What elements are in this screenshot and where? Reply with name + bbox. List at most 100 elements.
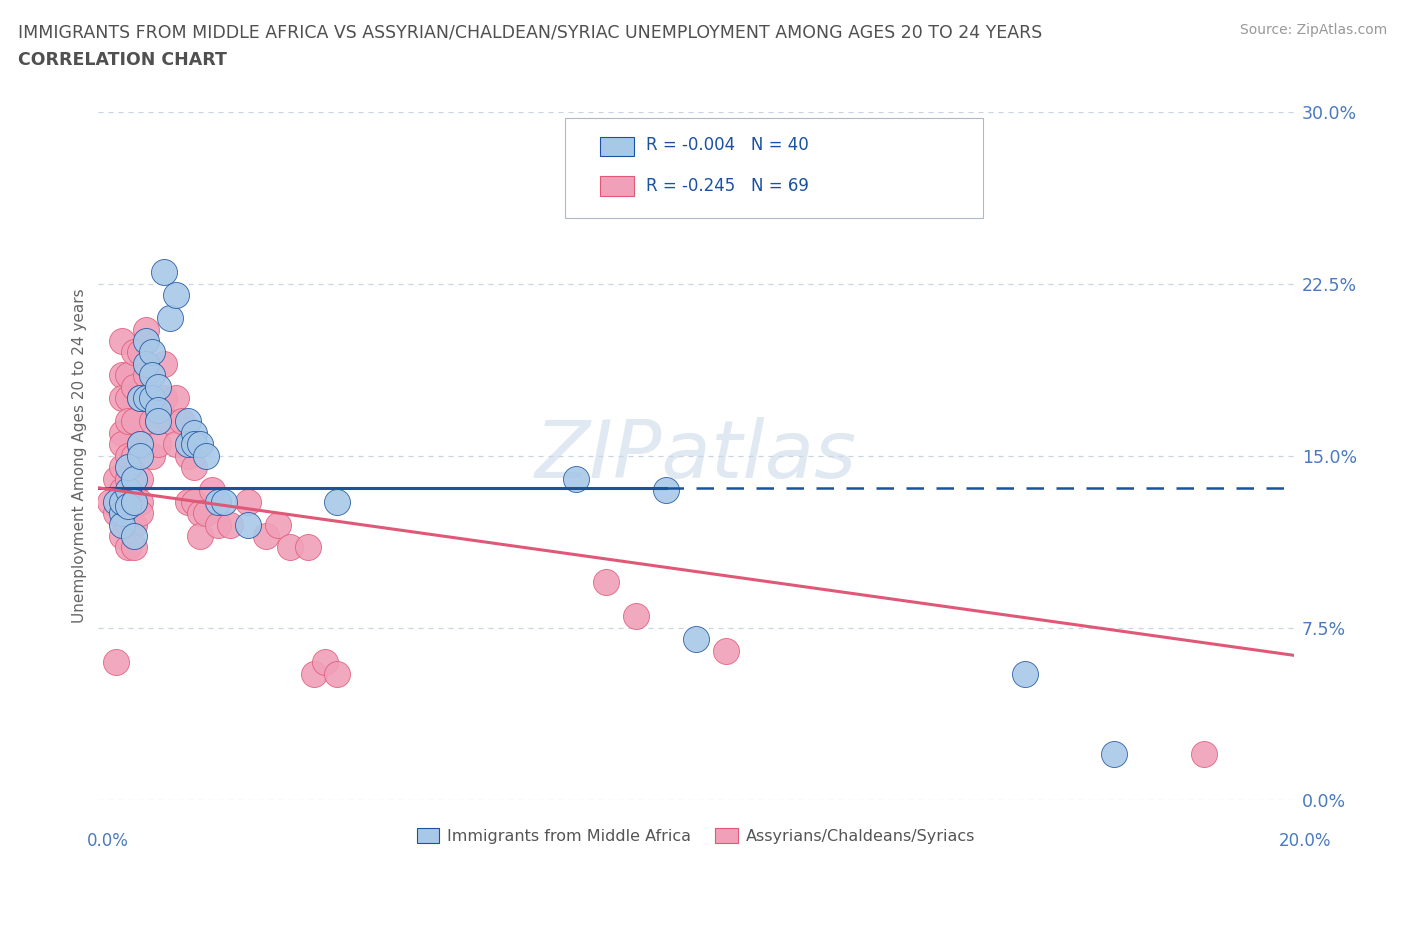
- Point: [153, 265, 176, 280]
- Point: [278, 540, 301, 555]
- Point: [129, 391, 152, 405]
- Point: [129, 437, 152, 452]
- Point: [117, 459, 139, 474]
- Point: [117, 448, 139, 463]
- Point: [195, 506, 218, 521]
- Point: [129, 391, 152, 405]
- Point: [183, 494, 205, 509]
- Text: CORRELATION CHART: CORRELATION CHART: [18, 51, 228, 69]
- Point: [188, 506, 211, 521]
- Point: [302, 666, 325, 681]
- Point: [148, 414, 170, 429]
- Point: [254, 528, 277, 543]
- Point: [195, 448, 218, 463]
- Point: [117, 472, 139, 486]
- Point: [124, 517, 146, 532]
- Point: [207, 494, 229, 509]
- Point: [117, 517, 139, 532]
- Point: [105, 472, 128, 486]
- Point: [159, 414, 181, 429]
- Point: [124, 414, 146, 429]
- Point: [165, 391, 187, 405]
- Point: [188, 528, 211, 543]
- Point: [267, 517, 290, 532]
- Point: [117, 498, 139, 513]
- Point: [183, 437, 205, 452]
- Point: [172, 414, 194, 429]
- Point: [183, 459, 205, 474]
- Point: [124, 494, 146, 509]
- Point: [129, 494, 152, 509]
- Point: [98, 494, 122, 509]
- Point: [124, 345, 146, 360]
- Point: [129, 345, 152, 360]
- Point: [188, 437, 211, 452]
- Point: [105, 494, 128, 509]
- Y-axis label: Unemployment Among Ages 20 to 24 years: Unemployment Among Ages 20 to 24 years: [72, 288, 87, 623]
- FancyBboxPatch shape: [600, 137, 634, 156]
- Legend: Immigrants from Middle Africa, Assyrians/Chaldeans/Syriacs: Immigrants from Middle Africa, Assyrians…: [411, 822, 981, 850]
- Point: [135, 368, 157, 383]
- Point: [117, 414, 139, 429]
- Point: [111, 368, 134, 383]
- Point: [714, 644, 737, 658]
- Point: [124, 379, 146, 394]
- Point: [117, 368, 139, 383]
- Point: [111, 425, 134, 440]
- Point: [1104, 747, 1126, 762]
- Point: [177, 448, 200, 463]
- Point: [111, 483, 134, 498]
- Point: [626, 609, 648, 624]
- Point: [111, 494, 134, 509]
- Point: [201, 483, 224, 498]
- Point: [326, 494, 349, 509]
- Point: [565, 472, 588, 486]
- Point: [183, 425, 205, 440]
- Text: R = -0.245   N = 69: R = -0.245 N = 69: [645, 177, 808, 195]
- Point: [148, 437, 170, 452]
- Point: [148, 403, 170, 418]
- Point: [117, 483, 139, 498]
- Point: [135, 356, 157, 371]
- Point: [124, 528, 146, 543]
- Point: [159, 311, 181, 325]
- Point: [141, 368, 163, 383]
- Point: [111, 494, 134, 509]
- Point: [148, 414, 170, 429]
- Text: ZIPatlas: ZIPatlas: [534, 417, 858, 495]
- Point: [135, 322, 157, 337]
- Point: [117, 540, 139, 555]
- Point: [177, 414, 200, 429]
- Point: [219, 517, 242, 532]
- Point: [135, 334, 157, 349]
- Text: R = -0.004   N = 40: R = -0.004 N = 40: [645, 137, 808, 154]
- Point: [117, 391, 139, 405]
- Point: [111, 334, 134, 349]
- Point: [141, 391, 163, 405]
- Point: [117, 494, 139, 509]
- Point: [111, 437, 134, 452]
- Point: [111, 506, 134, 521]
- Point: [153, 356, 176, 371]
- Point: [141, 414, 163, 429]
- Point: [124, 472, 146, 486]
- Point: [129, 448, 152, 463]
- Point: [129, 506, 152, 521]
- Text: 0.0%: 0.0%: [87, 832, 129, 850]
- FancyBboxPatch shape: [600, 177, 634, 195]
- Point: [655, 483, 678, 498]
- Point: [124, 540, 146, 555]
- Point: [111, 528, 134, 543]
- Point: [236, 517, 259, 532]
- Text: IMMIGRANTS FROM MIDDLE AFRICA VS ASSYRIAN/CHALDEAN/SYRIAC UNEMPLOYMENT AMONG AGE: IMMIGRANTS FROM MIDDLE AFRICA VS ASSYRIA…: [18, 23, 1042, 41]
- Point: [129, 437, 152, 452]
- Point: [141, 448, 163, 463]
- Point: [124, 494, 146, 509]
- Point: [105, 655, 128, 670]
- Point: [111, 459, 134, 474]
- Point: [315, 655, 337, 670]
- Point: [1192, 747, 1215, 762]
- FancyBboxPatch shape: [565, 118, 983, 219]
- Point: [105, 506, 128, 521]
- Point: [177, 494, 200, 509]
